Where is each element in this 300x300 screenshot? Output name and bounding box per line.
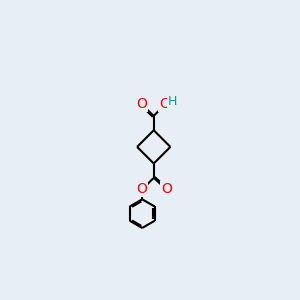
Text: O: O xyxy=(159,98,170,111)
Text: O: O xyxy=(136,98,147,111)
Text: O: O xyxy=(136,182,147,197)
Text: O: O xyxy=(161,182,172,197)
Text: H: H xyxy=(168,95,178,108)
